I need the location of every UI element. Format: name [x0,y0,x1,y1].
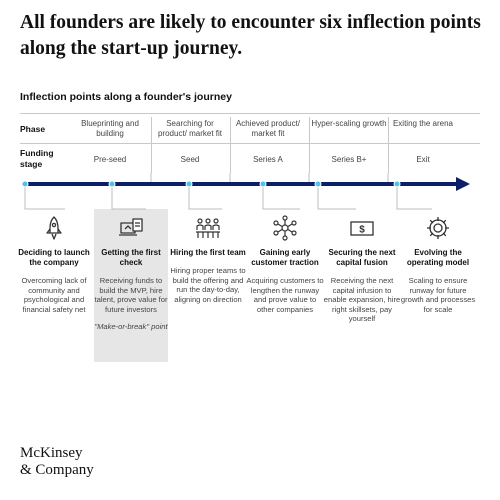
funding-cell-2: Seed [180,155,200,164]
stage-column: Evolving the operating model Scaling to … [398,214,478,314]
stage-column: Hiring the first team Hiring proper team… [168,214,248,304]
table-middle-rule [20,143,480,144]
stage-description: Overcoming lack of community and psychol… [21,276,87,314]
phase-separator [388,117,389,173]
rocket-icon [46,216,62,240]
phase-separator [309,117,310,173]
dollar-bill-icon: $ [350,221,374,236]
funding-row-label: Funding stage [20,148,54,169]
phase-cell-5: Exiting the arena [392,119,454,128]
mckinsey-logo: McKinsey & Company [20,445,94,479]
timeline-dot [185,180,193,188]
phase-cell-3: Achieved product/ market fit [235,119,301,138]
laptop-document-icon [119,218,143,236]
phase-row-label: Phase [20,124,46,134]
stage-title: Gaining early customer traction [251,248,319,267]
stage-description: Hiring proper teams to build the offerin… [170,266,246,304]
timeline-dot [21,180,29,188]
phase-cell-2: Searching for product/ market fit [157,119,223,138]
timeline-dot [393,180,401,188]
stage-description: Receiving funds to build the MVP, hire t… [94,276,168,314]
phase-cell-4: Hyper-scaling growth [311,119,387,128]
stage-column: Gaining early customer traction Acquirin… [245,214,325,314]
phase-separator [151,117,152,173]
funding-cell-1: Pre-seed [93,155,127,164]
table-top-rule [20,113,480,114]
funding-cell-3: Series A [253,155,283,164]
timeline-dot [108,180,116,188]
customers-network-icon [273,215,297,241]
phase-cell-1: Blueprinting and building [81,119,139,138]
gear-icon [427,217,449,239]
diagram-subtitle: Inflection points along a founder's jour… [20,91,232,103]
funding-cell-5: Exit [416,155,430,164]
logo-line-1: McKinsey [20,445,83,461]
stage-column: Getting the first check Receiving funds … [91,214,171,332]
stage-column: $ Securing the next capital fusion Recei… [322,214,402,324]
page-title: All founders are likely to encounter six… [20,12,481,59]
phase-separator [230,117,231,173]
timeline-dot [259,180,267,188]
svg-text:$: $ [359,225,365,236]
stage-description: Scaling to ensure runway for future grow… [400,276,476,314]
stage-title: Getting the first check [101,248,161,267]
funding-cell-4: Series B+ [331,155,367,164]
stage-title: Deciding to launch the company [18,248,90,267]
stage-column: Deciding to launch the company Overcomin… [14,214,94,314]
stage-description: Receiving the next capital infusion to e… [323,276,401,324]
stage-title: Securing the next capital fusion [328,248,396,267]
team-icon [196,218,220,238]
logo-line-2: & Company [20,462,94,478]
timeline-dot [314,180,322,188]
stage-title: Hiring the first team [170,248,246,257]
make-or-break-note: "Make-or-break" point [94,322,168,332]
stage-title: Evolving the operating model [406,248,470,267]
stage-description: Acquiring customers to lengthen the runw… [246,276,324,314]
timeline-arrowhead [456,177,470,191]
